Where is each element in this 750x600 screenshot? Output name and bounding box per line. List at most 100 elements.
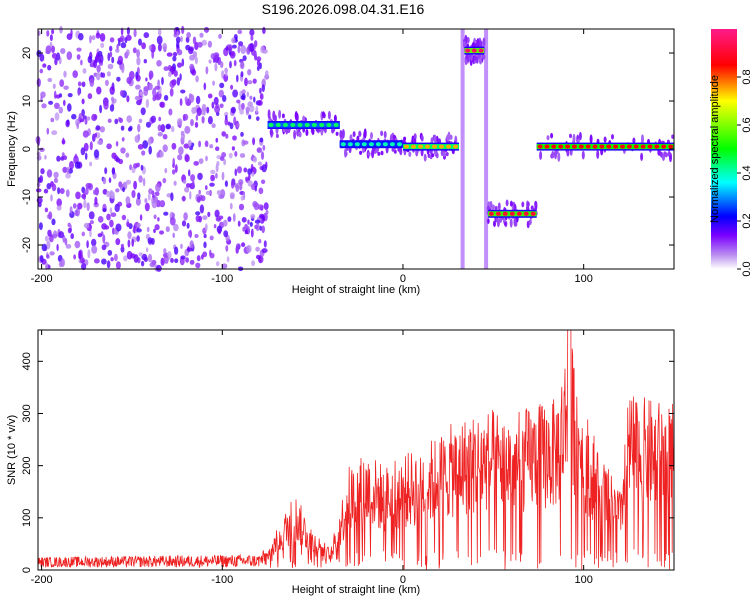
y-tick-label: 0 bbox=[21, 567, 33, 573]
spectrogram-noise-cell bbox=[140, 164, 144, 171]
spectrogram-halo-cell bbox=[445, 152, 449, 157]
spectrogram-noise-cell bbox=[190, 174, 196, 182]
spectrogram-noise-cell bbox=[249, 29, 255, 36]
spectrogram-noise-cell bbox=[172, 157, 175, 167]
spectrogram-noise-cell bbox=[83, 142, 89, 152]
spectrogram-noise-cell bbox=[78, 113, 83, 120]
spectrogram-noise-cell bbox=[53, 171, 59, 179]
spectrogram-noise-cell bbox=[85, 182, 92, 189]
spectrogram-noise-cell bbox=[163, 94, 169, 101]
spectrogram-noise-cell bbox=[162, 144, 168, 153]
spectrogram-noise-cell bbox=[237, 166, 242, 174]
spectrogram-noise-cell bbox=[261, 164, 267, 173]
spectrogram-noise-cell bbox=[188, 93, 192, 98]
spectrogram-noise-cell bbox=[95, 125, 101, 131]
spectrogram-noise-cell bbox=[186, 31, 191, 39]
spectrogram-halo-cell bbox=[380, 130, 384, 137]
spectrogram-noise-cell bbox=[186, 247, 193, 252]
spectrogram-noise-cell bbox=[115, 223, 122, 232]
spectrogram-noise-cell bbox=[229, 60, 232, 69]
spectrogram-noise-cell bbox=[234, 151, 238, 157]
spectrogram-noise-cell bbox=[80, 59, 83, 66]
spectrogram-noise-cell bbox=[148, 188, 153, 195]
spectrogram-noise-cell bbox=[170, 192, 174, 202]
spectrogram-noise-cell bbox=[171, 142, 177, 150]
spectrogram-noise-cell bbox=[225, 68, 228, 77]
spectrogram-noise-cell bbox=[143, 32, 150, 39]
spectrogram-noise-cell bbox=[163, 66, 169, 71]
spectrogram-noise-cell bbox=[62, 137, 65, 145]
spectrogram-noise-cell bbox=[93, 189, 97, 195]
spectrogram-noise-cell bbox=[198, 158, 204, 165]
spectrogram-noise-cell bbox=[150, 115, 156, 124]
spectrogram-noise-cell bbox=[109, 207, 113, 214]
spectrogram-noise-cell bbox=[253, 96, 256, 103]
spectrogram-noise-cell bbox=[45, 262, 49, 270]
spectrogram-noise-cell bbox=[46, 30, 50, 37]
spectrogram-noise-cell bbox=[65, 119, 70, 128]
spectrogram-noise-cell bbox=[139, 91, 144, 97]
spectrogram-noise-cell bbox=[47, 229, 52, 237]
spectrogram-peak-cell bbox=[319, 123, 325, 127]
spectrogram-noise-cell bbox=[204, 140, 209, 148]
spectrogram-noise-cell bbox=[133, 224, 136, 234]
spectrogram-noise-cell bbox=[262, 26, 266, 35]
spectrogram-noise-cell bbox=[139, 214, 143, 221]
spectrogram-peak-cell bbox=[268, 123, 274, 127]
spectrogram-noise-cell bbox=[174, 258, 179, 264]
spectrogram-peak-cell bbox=[425, 144, 430, 149]
spectrogram-halo-cell bbox=[513, 217, 517, 227]
spectrogram-peak-cell bbox=[304, 123, 310, 127]
spectrogram-noise-cell bbox=[250, 35, 254, 41]
spectrogram-noise-cell bbox=[227, 121, 231, 126]
spectrogram-noise-cell bbox=[129, 164, 133, 171]
spectrogram-noise-cell bbox=[195, 262, 201, 269]
spectrogram-noise-cell bbox=[206, 106, 210, 114]
spectrogram-noise-cell bbox=[119, 35, 125, 43]
spectrogram-noise-cell bbox=[94, 258, 100, 264]
spectrogram-peak-cell bbox=[599, 144, 605, 149]
spectrogram-noise-cell bbox=[177, 62, 182, 68]
spectrogram-halo-cell bbox=[554, 149, 557, 160]
spectrogram-peak-cell bbox=[537, 144, 543, 149]
spectrogram-noise-cell bbox=[115, 261, 121, 270]
spectrogram-peak-cell bbox=[578, 144, 584, 149]
spectrogram-noise-cell bbox=[172, 52, 178, 57]
spectrogram-noise-cell bbox=[205, 190, 211, 195]
spectrogram-noise-cell bbox=[157, 28, 162, 36]
spectrogram-noise-cell bbox=[195, 95, 201, 105]
spectrogram-noise-cell bbox=[231, 37, 236, 44]
spectrogram-halo-cell bbox=[566, 149, 570, 157]
spectrogram-halo-cell bbox=[528, 219, 532, 226]
spectrogram-noise-cell bbox=[66, 51, 73, 60]
spectrogram-noise-cell bbox=[67, 93, 73, 98]
spectrogram-noise-cell bbox=[66, 166, 70, 175]
spectrogram-halo-cell bbox=[589, 134, 593, 144]
spectrogram-noise-cell bbox=[133, 28, 137, 38]
spectrogram-noise-cell bbox=[200, 108, 206, 116]
spectrogram-noise-cell bbox=[170, 258, 174, 263]
spectrogram-noise-cell bbox=[159, 151, 164, 158]
spectrogram-halo-cell bbox=[339, 130, 343, 139]
y-tick-label: 100 bbox=[21, 509, 33, 527]
spectrogram-halo-cell bbox=[465, 52, 469, 60]
spectrogram-noise-cell bbox=[41, 103, 47, 109]
spectrogram-noise-cell bbox=[156, 152, 160, 159]
spectrogram-peak-cell bbox=[397, 142, 402, 147]
spectrogram-noise-cell bbox=[259, 93, 264, 100]
spectrogram-noise-cell bbox=[160, 257, 165, 266]
spectrogram-halo-cell bbox=[662, 153, 665, 161]
spectrogram-noise-cell bbox=[146, 226, 150, 233]
spectrogram-noise-cell bbox=[229, 202, 233, 210]
spectrogram-noise-cell bbox=[207, 211, 211, 217]
colorbar-tick-label: 0.6 bbox=[741, 117, 750, 132]
spectrogram-noise-cell bbox=[261, 84, 265, 92]
spectrogram-noise-cell bbox=[201, 116, 205, 124]
spectrogram-noise-cell bbox=[65, 244, 72, 249]
spectrogram-noise-cell bbox=[107, 118, 112, 124]
spectrogram-noise-cell bbox=[67, 222, 71, 228]
spectrogram-noise-cell bbox=[241, 217, 247, 223]
spectrogram-halo-cell bbox=[380, 150, 384, 156]
colorbar: 0.0 0.2 0.4 0.6 0.8 Normalized spectral ampl… bbox=[709, 29, 750, 277]
